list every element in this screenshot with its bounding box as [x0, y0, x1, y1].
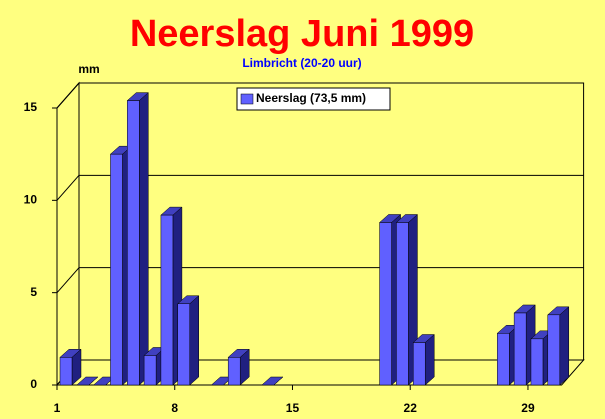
bar	[497, 333, 510, 386]
bar	[127, 100, 140, 386]
chart-title: Neerslag Juni 1999	[130, 13, 474, 55]
bar-side	[139, 92, 149, 386]
y-tick-label: 15	[24, 100, 38, 114]
bar	[379, 222, 392, 386]
bar	[227, 357, 241, 386]
chart-subtitle: Limbricht (20-20 uur)	[242, 56, 361, 70]
y-tick-label: 0	[30, 377, 37, 391]
grid-line	[56, 175, 80, 201]
left-wall	[56, 81, 80, 387]
x-tick-label: 8	[171, 401, 178, 415]
bar	[530, 338, 544, 386]
legend-box	[236, 87, 391, 111]
x-tick-label: 22	[404, 401, 418, 415]
bar	[110, 153, 123, 386]
back-wall	[78, 82, 585, 361]
bar	[396, 222, 409, 386]
bar	[143, 355, 157, 386]
legend-swatch	[240, 93, 254, 105]
bar	[547, 314, 561, 386]
y-tick-label: 10	[24, 193, 38, 207]
x-tick-label: 29	[521, 401, 535, 415]
bar-side	[189, 295, 199, 386]
grid-line	[56, 267, 80, 293]
legend-label: Neerslag (73,5 mm)	[256, 91, 366, 105]
x-tick-label: 1	[54, 401, 61, 415]
x-tick-label: 15	[286, 401, 300, 415]
grid-line	[56, 82, 80, 109]
bar	[513, 312, 527, 386]
y-axis-label: mm	[78, 62, 99, 76]
bar-top	[261, 376, 284, 386]
bar	[177, 303, 190, 386]
bar	[412, 342, 426, 386]
bar	[59, 357, 73, 386]
bar	[160, 214, 174, 386]
bar-side	[424, 333, 435, 386]
y-tick-label: 5	[30, 285, 37, 299]
bar-top	[76, 376, 99, 386]
bar-side	[559, 306, 570, 386]
